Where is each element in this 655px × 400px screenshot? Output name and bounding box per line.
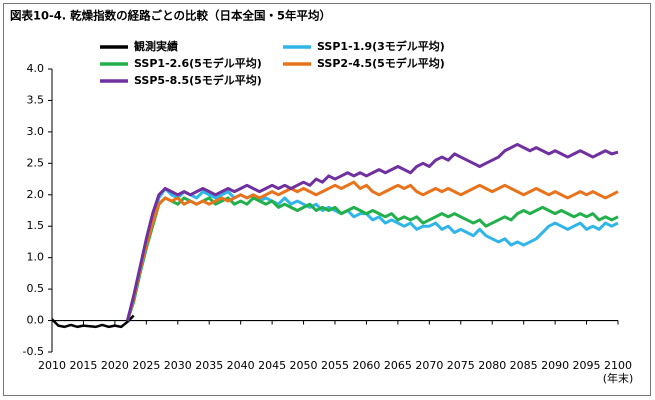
legend-label: 観測実績 xyxy=(134,39,178,53)
x-tick-label: 2085 xyxy=(510,359,538,372)
y-tick-label: -0.5 xyxy=(23,345,44,358)
x-tick-label: 2045 xyxy=(258,359,286,372)
x-tick-label: 2030 xyxy=(164,359,192,372)
y-tick-label: 3.0 xyxy=(27,125,45,138)
x-tick-label: 2065 xyxy=(384,359,412,372)
series-line xyxy=(51,314,135,329)
chart-frame xyxy=(3,3,651,396)
x-tick-label: 2100 xyxy=(604,359,632,372)
legend-label: SSP1-1.9(3モデル平均) xyxy=(317,39,445,53)
x-tick-label: 2095 xyxy=(573,359,601,372)
x-tick-label: 2025 xyxy=(132,359,160,372)
y-tick-label: 1.5 xyxy=(27,219,45,232)
y-tick-label: 0.5 xyxy=(27,282,45,295)
x-tick-label: 2050 xyxy=(290,359,318,372)
y-tick-label: 3.5 xyxy=(27,93,45,106)
chart-title: 図表10-4. 乾燥指数の経路ごとの比較（日本全国・5年平均） xyxy=(10,9,331,23)
x-tick-label: 2090 xyxy=(541,359,569,372)
x-tick-label: 2015 xyxy=(69,359,97,372)
y-tick-label: 0.0 xyxy=(27,314,45,327)
x-tick-label: 2060 xyxy=(352,359,380,372)
x-tick-label: 2080 xyxy=(478,359,506,372)
series-line xyxy=(126,180,619,321)
y-tick-label: 2.5 xyxy=(27,156,45,169)
y-tick-label: 2.0 xyxy=(27,188,45,201)
x-tick-label: 2075 xyxy=(447,359,475,372)
x-tick-label: 2020 xyxy=(101,359,129,372)
x-unit: (年末) xyxy=(603,371,634,385)
x-tick-label: 2035 xyxy=(195,359,223,372)
x-tick-label: 2055 xyxy=(321,359,349,372)
series-line xyxy=(126,142,619,321)
legend-label: SSP5-8.5(5モデル平均) xyxy=(134,73,262,87)
legend-label: SSP1-2.6(5モデル平均) xyxy=(134,56,262,70)
y-tick-label: 4.0 xyxy=(27,62,45,75)
x-tick-label: 2070 xyxy=(415,359,443,372)
series-line xyxy=(126,196,619,322)
x-tick-label: 2010 xyxy=(38,359,66,372)
x-tick-label: 2040 xyxy=(227,359,255,372)
legend-label: SSP2-4.5(5モデル平均) xyxy=(317,56,445,70)
series-line xyxy=(126,186,619,321)
y-tick-label: 1.0 xyxy=(27,251,45,264)
